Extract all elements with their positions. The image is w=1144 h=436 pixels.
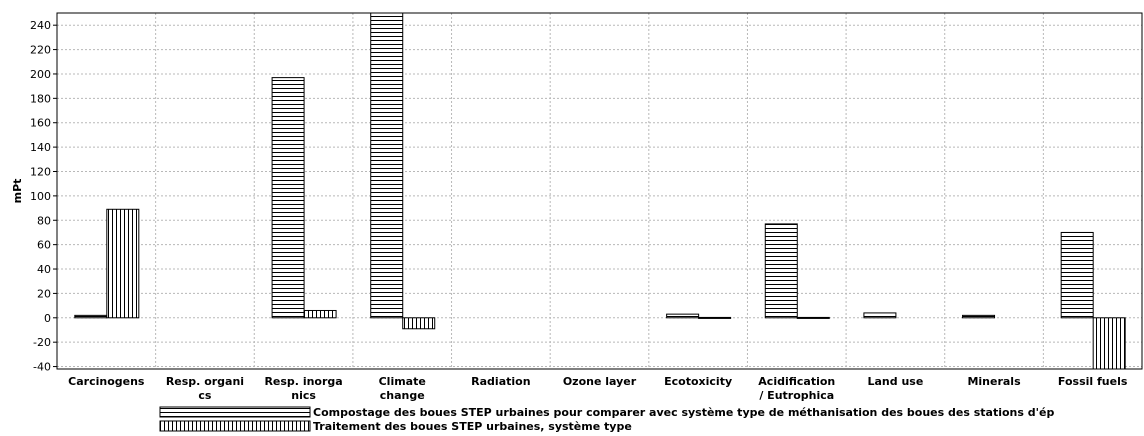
grid [57, 13, 1142, 369]
bars [56, 12, 1143, 370]
y-tick-label: 120 [30, 165, 51, 178]
x-tick-label: Minerals [967, 375, 1021, 388]
y-tick-label: 200 [30, 68, 51, 81]
legend-swatch [159, 406, 311, 418]
bar-traitement [402, 317, 436, 330]
bar-compostage [370, 12, 404, 319]
plot-frame [56, 12, 1143, 370]
x-tick-label: Fossil fuels [1058, 375, 1128, 388]
x-tick-label: Ozone layer [563, 375, 637, 388]
x-axis: Carcinogens Resp. organi cs Resp. inorga nic… [68, 375, 1128, 402]
x-tick-label: Carcinogens [68, 375, 145, 388]
bar-traitement [1092, 317, 1126, 370]
bar-compostage [74, 314, 108, 319]
legend-label: Traitement des boues STEP urbaines, syst… [313, 420, 632, 433]
y-tick-label: 80 [37, 214, 51, 227]
y-axis: -40 -20 0 20 40 60 80 100 120 140 160 180 200 220 240 [30, 19, 57, 374]
y-tick-label: 60 [37, 239, 51, 252]
bar-compostage [1060, 231, 1094, 319]
bar-compostage [863, 312, 897, 319]
bar-traitement [796, 316, 830, 319]
bar-compostage [962, 314, 996, 319]
legend-swatch [159, 420, 311, 432]
y-tick-label: 160 [30, 117, 51, 130]
bar-compostage [764, 223, 798, 319]
y-tick-label: 100 [30, 190, 51, 203]
x-tick-label: Climate change [379, 375, 426, 402]
bar-traitement [106, 208, 140, 319]
bar-traitement [698, 316, 732, 319]
y-tick-label: 20 [37, 287, 51, 300]
legend: Compostage des boues STEP urbaines pour … [159, 406, 1054, 433]
x-tick-label: Ecotoxicity [664, 375, 732, 388]
y-tick-label: 0 [44, 312, 51, 325]
bar-compostage [271, 77, 305, 319]
legend-label: Compostage des boues STEP urbaines pour … [313, 406, 1054, 419]
y-tick-label: 140 [30, 141, 51, 154]
x-tick-label: Radiation [471, 375, 530, 388]
x-tick-label: Resp. inorga nics [264, 375, 342, 402]
x-tick-label: Resp. organi cs [166, 375, 244, 402]
y-tick-label: 220 [30, 44, 51, 57]
plot-area [57, 13, 1142, 369]
y-tick-label: 240 [30, 19, 51, 32]
y-tick-label: -40 [33, 361, 51, 374]
y-tick-label: 180 [30, 92, 51, 105]
y-axis-title: mPt [11, 179, 24, 204]
bar-traitement [303, 309, 337, 319]
bar-compostage [666, 313, 700, 319]
y-tick-label: 40 [37, 263, 51, 276]
y-tick-label: -20 [33, 336, 51, 349]
x-tick-label: Acidification / Eutrophica [758, 375, 835, 402]
x-tick-label: Land use [868, 375, 924, 388]
